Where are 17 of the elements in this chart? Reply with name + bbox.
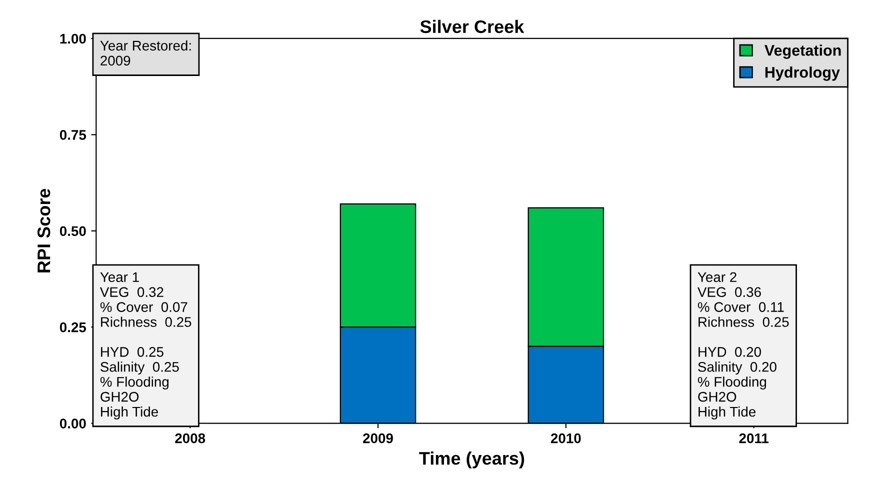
y-tick-label: 1.00 [60,34,86,44]
legend-label: Vegetation [764,44,841,59]
text: Year 1 VEG 0.32 % Cover 0.07 Richness 0.25 HYD 0.25 Salinity 0.25 % Flooding GH2O High Tide [100,272,192,420]
y-tick-label: 0.00 [60,418,86,428]
y-axis-title: RPI Score [37,188,50,272]
x-axis-title: Time (years) [419,452,524,468]
chart-title: Silver Creek [420,20,524,34]
x-tick-label: 2010 [550,433,581,444]
x-tick-label: 2009 [363,433,393,444]
text: Year 2 VEG 0.36 % Cover 0.11 Richness 0.25 HYD 0.20 Salinity 0.20 % Flooding GH2O High Tide [698,272,789,420]
annotation: Year Restored: 2009 [100,40,191,66]
y-tick-label: 0.25 [60,322,86,332]
legend-label: Hydrology [765,66,840,81]
y-tick-label: 0.75 [60,130,86,140]
x-tick-label: 2011 [739,433,769,444]
x-tick-label: 2008 [175,433,206,444]
y-tick-label: 0.50 [60,226,86,236]
